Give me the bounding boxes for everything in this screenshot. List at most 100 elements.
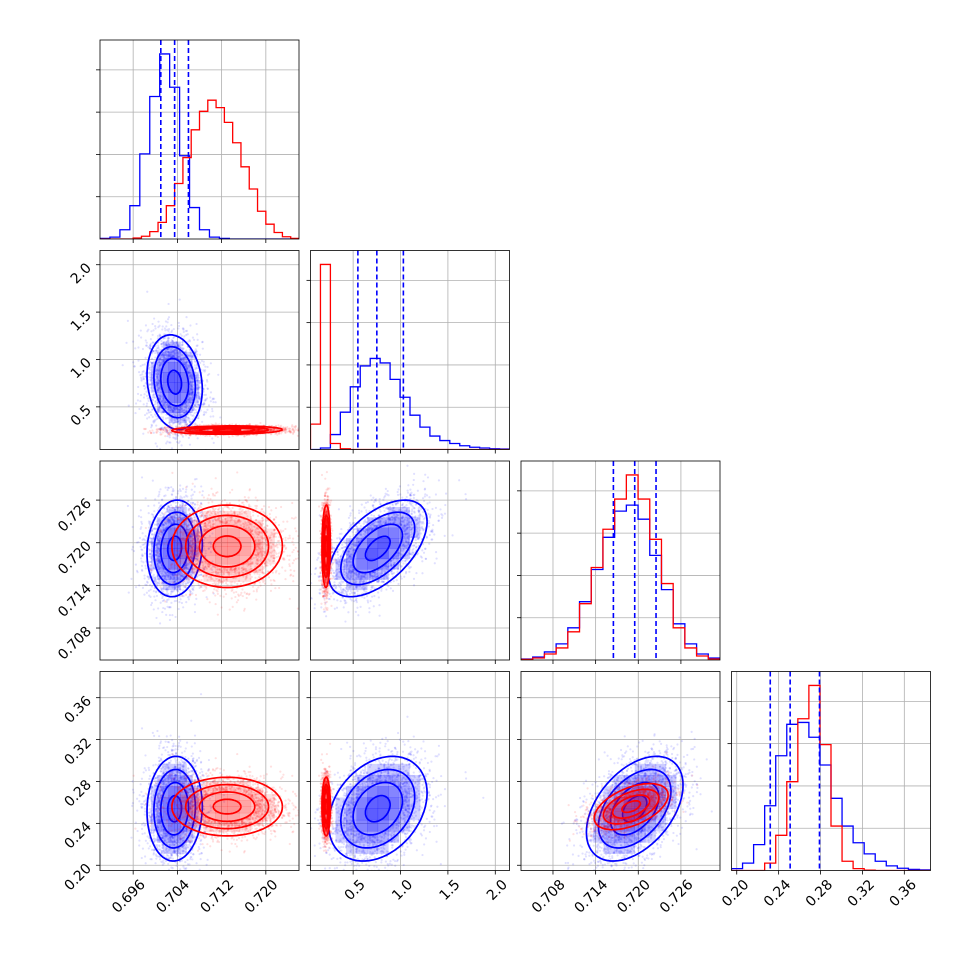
- scatter-point: [181, 356, 184, 360]
- scatter-point: [158, 493, 161, 496]
- scatter-point: [158, 368, 162, 371]
- scatter-point: [155, 373, 158, 376]
- scatter-point: [157, 379, 160, 382]
- scatter-point: [213, 397, 216, 400]
- scatter-point: [170, 343, 173, 347]
- scatter-point: [146, 417, 149, 420]
- scatter-point: [158, 394, 161, 397]
- scatter-point: [151, 396, 154, 399]
- scatter-point: [182, 330, 185, 334]
- scatter-point: [170, 355, 173, 358]
- scatter-point: [220, 500, 224, 503]
- scatter-point: [157, 389, 160, 392]
- scatter-point: [176, 420, 180, 423]
- histogram-series-a: [310, 357, 510, 450]
- scatter-point: [159, 396, 162, 399]
- scatter-point: [163, 403, 167, 406]
- scatter-point: [172, 349, 175, 352]
- scatter-point: [151, 365, 155, 368]
- scatter-point: [162, 428, 165, 432]
- scatter-point: [166, 434, 169, 438]
- scatter-point: [145, 591, 148, 594]
- scatter-point: [196, 387, 199, 390]
- scatter-point: [156, 408, 159, 411]
- scatter-point: [202, 360, 205, 363]
- scatter-point: [164, 350, 167, 353]
- scatter-point: [187, 364, 190, 368]
- scatter-point: [178, 440, 181, 443]
- scatter-point: [186, 367, 190, 370]
- scatter-point: [147, 409, 150, 412]
- scatter-point: [179, 405, 182, 408]
- scatter-point: [147, 512, 150, 515]
- scatter-point: [137, 515, 141, 518]
- scatter-point: [157, 386, 160, 389]
- scatter-point: [164, 434, 167, 438]
- scatter-point: [171, 354, 174, 358]
- scatter-point: [148, 364, 151, 367]
- scatter-point: [191, 414, 194, 417]
- scatter-point: [171, 349, 174, 352]
- scatter-point: [188, 393, 191, 396]
- scatter-point: [150, 376, 154, 379]
- scatter-point: [170, 323, 173, 327]
- scatter-point: [161, 410, 165, 414]
- scatter-point: [162, 396, 165, 399]
- scatter-point: [173, 408, 177, 411]
- scatter-point: [186, 368, 189, 371]
- scatter-point: [189, 371, 192, 374]
- scatter-point: [187, 499, 190, 502]
- scatter-point: [163, 333, 166, 336]
- scatter-point: [159, 355, 163, 358]
- scatter-point: [150, 424, 154, 427]
- scatter-point: [152, 431, 155, 434]
- scatter-point: [164, 350, 167, 353]
- scatter-point: [190, 356, 194, 359]
- scatter-point: [189, 354, 192, 357]
- scatter-point: [143, 387, 146, 390]
- scatter-point: [137, 370, 141, 374]
- scatter-point: [189, 374, 192, 377]
- scatter-point: [167, 339, 170, 342]
- scatter-point: [150, 533, 154, 536]
- scatter-point: [195, 396, 198, 399]
- scatter-point: [212, 401, 215, 404]
- scatter-point: [151, 322, 154, 326]
- scatter-point: [148, 540, 151, 544]
- scatter-point: [195, 392, 198, 395]
- scatter-point: [149, 411, 152, 414]
- scatter-point: [201, 494, 204, 497]
- scatter-point: [196, 376, 199, 379]
- scatter-point: [173, 349, 176, 352]
- scatter-point: [163, 327, 167, 330]
- scatter-point: [165, 403, 168, 406]
- scatter-point: [196, 379, 199, 382]
- scatter-point: [162, 398, 165, 401]
- scatter-point: [255, 434, 258, 437]
- scatter-point: [161, 427, 164, 430]
- scatter-point: [174, 348, 177, 351]
- scatter-point: [189, 420, 192, 423]
- scatter-point: [194, 503, 197, 506]
- scatter-point: [175, 341, 178, 344]
- scatter-point: [164, 342, 168, 345]
- scatter-point: [174, 350, 177, 353]
- scatter-point: [151, 415, 154, 418]
- scatter-point: [162, 359, 166, 362]
- scatter-point: [161, 359, 164, 362]
- scatter-point: [236, 471, 239, 474]
- scatter-point: [198, 353, 202, 356]
- scatter-point: [196, 379, 199, 382]
- scatter-point: [191, 354, 195, 358]
- scatter-point: [159, 392, 162, 395]
- scatter-point: [180, 334, 183, 338]
- scatter-point: [164, 417, 168, 420]
- scatter-point: [131, 340, 135, 343]
- scatter-point: [158, 369, 161, 372]
- scatter-point: [171, 409, 174, 412]
- scatter-point: [170, 447, 174, 450]
- scatter-point: [150, 408, 154, 411]
- scatter-point: [148, 376, 152, 379]
- scatter-point: [149, 431, 152, 435]
- scatter-point: [167, 404, 170, 407]
